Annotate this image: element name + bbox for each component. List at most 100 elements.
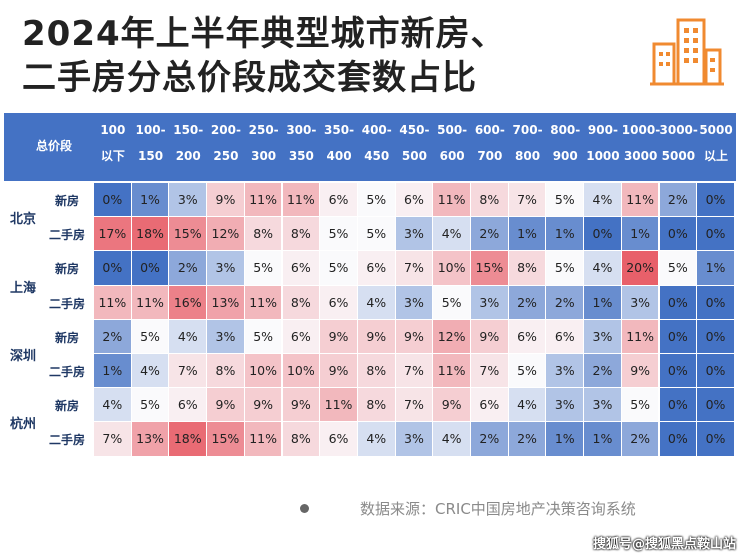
heatmap-cell: 16% — [169, 285, 207, 319]
heatmap-cell: 3% — [395, 217, 433, 251]
heatmap-cell: 0% — [131, 251, 169, 285]
column-header: 100 以下 — [94, 123, 132, 164]
column-header: 5000 以上 — [697, 123, 735, 164]
heatmap-cell: 2% — [621, 422, 659, 456]
heatmap-cell: 12% — [433, 319, 470, 353]
heatmap-cell: 9% — [357, 319, 395, 353]
heatmap-cell: 11% — [320, 388, 357, 422]
heatmap-cell: 0% — [659, 285, 697, 319]
heatmap-cell: 6% — [471, 388, 508, 422]
heatmap-cell: 13% — [131, 422, 169, 456]
heatmap-cell: 5% — [659, 251, 697, 285]
column-header-line: 100 — [100, 123, 126, 137]
heatmap-cell: 8% — [207, 354, 244, 388]
heatmap-cell: 7% — [395, 251, 433, 285]
heatmap-cell: 10% — [244, 354, 282, 388]
heatmap-cell: 7% — [169, 354, 207, 388]
heatmap-cell: 11% — [94, 285, 131, 319]
heatmap-cell: 7% — [395, 354, 433, 388]
column-header-line: 3000- — [659, 123, 698, 137]
row-label: 二手房 — [48, 433, 85, 448]
row-label: 新房 — [54, 262, 79, 277]
heatmap-cell: 0% — [659, 354, 697, 388]
column-header-line: 150- — [173, 123, 204, 137]
heatmap-cell: 2% — [471, 422, 508, 456]
heatmap-cell: 8% — [508, 251, 546, 285]
column-header-line: 500 — [401, 149, 427, 163]
heatmap-cell: 2% — [169, 251, 207, 285]
column-header-line: 100- — [135, 123, 166, 137]
heatmap-cell: 5% — [244, 319, 282, 353]
heatmap-cell: 4% — [433, 422, 470, 456]
heatmap-cell: 2% — [584, 354, 621, 388]
heatmap-cell: 5% — [546, 251, 584, 285]
heatmap-cell: 1% — [697, 251, 734, 285]
column-header-line: 450 — [364, 149, 390, 163]
heatmap-cell: 18% — [169, 422, 207, 456]
heatmap-cell: 1% — [546, 422, 584, 456]
heatmap-cell: 6% — [395, 183, 433, 217]
heatmap-cell: 4% — [584, 251, 621, 285]
heatmap-cell: 6% — [357, 251, 395, 285]
heatmap-cell: 5% — [546, 183, 584, 217]
column-header-line: 5000 — [661, 149, 696, 163]
column-header-line: 以上 — [704, 149, 729, 163]
column-header: 600- 700 — [471, 123, 509, 164]
heatmap-cell: 10% — [433, 251, 470, 285]
heatmap-cell: 0% — [659, 319, 697, 353]
heatmap-cell: 11% — [621, 183, 659, 217]
heatmap-cell: 9% — [471, 319, 508, 353]
column-header: 700- 800 — [509, 123, 547, 164]
heatmap-cell: 3% — [395, 285, 433, 319]
heatmap-cell: 10% — [282, 354, 320, 388]
heatmap-cell: 0% — [94, 251, 131, 285]
heatmap-cell: 5% — [320, 251, 357, 285]
heatmap-cell: 2% — [546, 285, 584, 319]
heatmap-cell: 6% — [320, 183, 357, 217]
heatmap-cell: 9% — [320, 319, 357, 353]
heatmap-table: 总价段 100 以下 100- 150 150- 200 200- 250 250- 300 300… — [4, 113, 736, 480]
heatmap-cell: 15% — [471, 251, 508, 285]
heatmap-cell: 20% — [621, 251, 659, 285]
watermark: 搜狐号@搜狐黑点鞍山站 — [592, 537, 736, 552]
row-label: 新房 — [54, 194, 79, 208]
heatmap-cell: 0% — [659, 217, 697, 251]
heatmap-cell: 8% — [471, 183, 508, 217]
row-label: 二手房 — [48, 228, 85, 243]
column-header-line: 500- — [437, 123, 468, 137]
row-label: 二手房 — [48, 296, 85, 311]
column-header-line: 400- — [361, 123, 392, 137]
title-line-2: 二手房分总价段成交套数占比 — [22, 58, 477, 98]
heatmap-cell: 1% — [94, 354, 131, 388]
column-header: 300- 350 — [283, 123, 321, 164]
column-header-line: 1000- — [621, 123, 661, 137]
column-header-line: 400 — [326, 149, 352, 163]
heatmap-cell: 2% — [508, 422, 546, 456]
heatmap-cell: 1% — [546, 217, 584, 251]
city-label: 北京 — [9, 212, 36, 228]
heatmap-cell: 0% — [94, 183, 131, 217]
heatmap-cell: 4% — [94, 388, 131, 422]
row-label: 新房 — [54, 399, 79, 414]
heatmap-cell: 9% — [433, 388, 470, 422]
heatmap-cell: 7% — [471, 354, 508, 388]
column-header-line: 150 — [138, 149, 164, 163]
heatmap-cell: 6% — [320, 285, 357, 319]
column-header: 900- 1000 — [584, 123, 622, 164]
heatmap-cell: 0% — [697, 285, 734, 319]
heatmap-cell: 0% — [697, 388, 734, 422]
column-header-line: 250 — [213, 149, 239, 163]
bullet-dot — [300, 504, 309, 513]
heatmap-cell: 18% — [131, 217, 169, 251]
heatmap-cell: 6% — [169, 388, 207, 422]
corner-label: 总价段 — [35, 139, 72, 153]
column-header: 350- 400 — [320, 123, 358, 164]
heatmap-cell: 3% — [169, 183, 207, 217]
heatmap-cell: 2% — [659, 183, 697, 217]
column-header-line: 200 — [175, 149, 201, 163]
heatmap-cell: 8% — [282, 422, 320, 456]
heatmap-cell: 5% — [621, 388, 659, 422]
heatmap-cell: 11% — [282, 183, 320, 217]
column-header-line: 250- — [248, 123, 279, 137]
column-header-line: 200- — [210, 123, 241, 137]
